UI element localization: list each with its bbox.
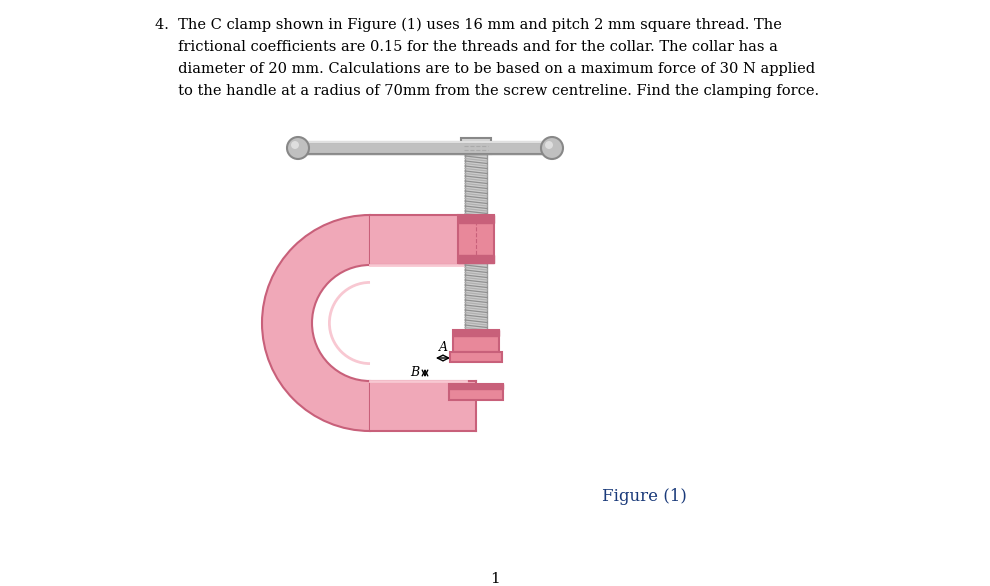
Bar xyxy=(458,215,494,263)
Circle shape xyxy=(545,141,553,149)
Bar xyxy=(461,138,491,154)
Bar xyxy=(449,384,503,400)
Bar xyxy=(465,263,487,330)
Text: B: B xyxy=(410,366,419,380)
Text: to the handle at a radius of 70mm from the screw centreline. Find the clamping f: to the handle at a radius of 70mm from t… xyxy=(155,84,819,98)
Bar xyxy=(370,381,476,431)
Wedge shape xyxy=(262,215,370,431)
Text: Figure (1): Figure (1) xyxy=(602,488,687,505)
Bar xyxy=(298,142,552,154)
Circle shape xyxy=(541,137,563,159)
Text: 4.  The C clamp shown in Figure (1) uses 16 mm and pitch 2 mm square thread. The: 4. The C clamp shown in Figure (1) uses … xyxy=(155,18,782,32)
Text: 1: 1 xyxy=(490,572,500,586)
Bar xyxy=(465,154,487,220)
Bar xyxy=(458,255,494,263)
Bar xyxy=(453,330,499,352)
Bar xyxy=(450,352,502,362)
Bar xyxy=(453,330,499,336)
Text: frictional coefficients are 0.15 for the threads and for the collar. The collar : frictional coefficients are 0.15 for the… xyxy=(155,40,778,54)
Text: diameter of 20 mm. Calculations are to be based on a maximum force of 30 N appli: diameter of 20 mm. Calculations are to b… xyxy=(155,62,815,76)
Text: A: A xyxy=(439,341,447,354)
Bar xyxy=(458,215,494,223)
Circle shape xyxy=(287,137,309,159)
Bar xyxy=(370,215,476,265)
Bar xyxy=(449,384,503,389)
Circle shape xyxy=(291,141,299,149)
